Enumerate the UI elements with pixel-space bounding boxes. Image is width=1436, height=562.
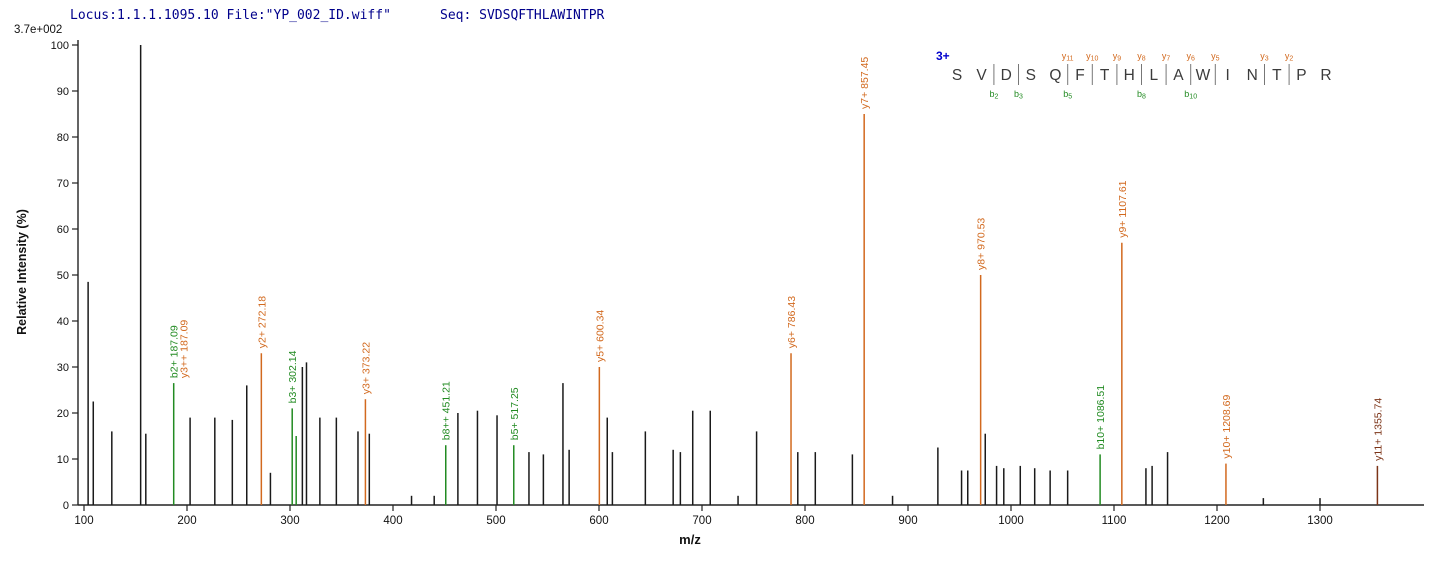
peak-label: y3++ 187.09 <box>179 320 191 379</box>
x-tick-label: 800 <box>795 515 814 527</box>
y-ion-marker: y11 <box>1062 51 1074 63</box>
y-ion-marker: y8 <box>1137 51 1146 63</box>
peak-label: b5+ 517.25 <box>509 387 521 440</box>
y-ion-marker: y10 <box>1086 51 1098 63</box>
y-tick-label: 80 <box>57 132 69 144</box>
peak-label: y9+ 1107.61 <box>1117 180 1129 237</box>
peak-label: y6+ 786.43 <box>786 296 798 348</box>
residue: I <box>1225 67 1229 84</box>
residue: A <box>1173 67 1184 84</box>
b-ion-marker: b8 <box>1137 89 1146 101</box>
peak-label: y10+ 1208.69 <box>1221 395 1233 459</box>
y-ion-marker: y2 <box>1285 51 1294 63</box>
x-tick-label: 900 <box>898 515 917 527</box>
y-tick-label: 70 <box>57 178 69 190</box>
residue: W <box>1196 67 1211 84</box>
locus-file-header: Locus:1.1.1.1095.10 File:"YP_002_ID.wiff… <box>70 8 391 23</box>
peak-label: b2+ 187.09 <box>169 325 181 378</box>
peak-label: b8++ 451.21 <box>441 381 453 440</box>
residue: T <box>1100 67 1110 84</box>
y-ion-marker: y5 <box>1211 51 1220 63</box>
peak-label: y8+ 970.53 <box>976 218 988 270</box>
peak-label: y2+ 272.18 <box>256 296 268 348</box>
peak-label: y7+ 857.45 <box>859 57 871 109</box>
x-tick-label: 1100 <box>1102 515 1127 527</box>
precursor-charge-label: 3+ <box>936 49 950 63</box>
y-tick-label: 20 <box>57 408 69 420</box>
x-axis-title: m/z <box>679 532 701 547</box>
peak-label: y5+ 600.34 <box>594 310 606 362</box>
x-tick-label: 700 <box>692 515 711 527</box>
x-tick-label: 1300 <box>1307 515 1333 527</box>
residue: Q <box>1049 67 1061 84</box>
peak-label: y11+ 1355.74 <box>1372 398 1384 461</box>
x-tick-label: 600 <box>589 515 608 527</box>
peak-label: b3+ 302.14 <box>287 350 299 403</box>
x-tick-label: 500 <box>486 515 505 527</box>
y-ion-marker: y6 <box>1186 51 1195 63</box>
base-peak-intensity-label: 3.7e+002 <box>14 24 63 36</box>
x-tick-label: 1200 <box>1204 515 1230 527</box>
x-tick-label: 200 <box>177 515 196 527</box>
x-tick-label: 1000 <box>998 515 1024 527</box>
residue: H <box>1124 67 1135 84</box>
residue: L <box>1149 67 1158 84</box>
residue: F <box>1075 67 1084 84</box>
y-tick-label: 60 <box>57 224 69 236</box>
residue: S <box>1026 67 1036 84</box>
y-axis-title: Relative Intensity (%) <box>15 209 29 335</box>
x-tick-label: 100 <box>74 515 93 527</box>
y-ion-marker: y3 <box>1260 51 1269 63</box>
residue: V <box>976 67 987 84</box>
residue: R <box>1320 67 1331 84</box>
y-tick-label: 100 <box>51 40 69 52</box>
y-tick-label: 10 <box>57 454 69 466</box>
residue: T <box>1272 67 1282 84</box>
y-tick-label: 0 <box>63 500 69 512</box>
y-tick-label: 40 <box>57 316 69 328</box>
y-ion-marker: y9 <box>1113 51 1122 63</box>
x-tick-label: 300 <box>280 515 299 527</box>
x-tick-label: 400 <box>383 515 402 527</box>
y-tick-label: 90 <box>57 86 69 98</box>
b-ion-marker: b2 <box>989 89 998 101</box>
b-ion-marker: b5 <box>1063 89 1072 101</box>
residue: S <box>952 67 962 84</box>
residue: P <box>1296 67 1306 84</box>
peak-label: y3+ 373.22 <box>360 342 372 394</box>
y-tick-label: 50 <box>57 270 69 282</box>
b-ion-marker: b10 <box>1184 89 1197 101</box>
residue: D <box>1001 67 1012 84</box>
b-ion-marker: b3 <box>1014 89 1023 101</box>
residue: N <box>1247 67 1258 84</box>
sequence-header: Seq: SVDSQFTHLAWINTPR <box>440 8 605 23</box>
peak-label: b10+ 1086.51 <box>1095 385 1107 450</box>
y-tick-label: 30 <box>57 362 69 374</box>
y-ion-marker: y7 <box>1162 51 1171 63</box>
